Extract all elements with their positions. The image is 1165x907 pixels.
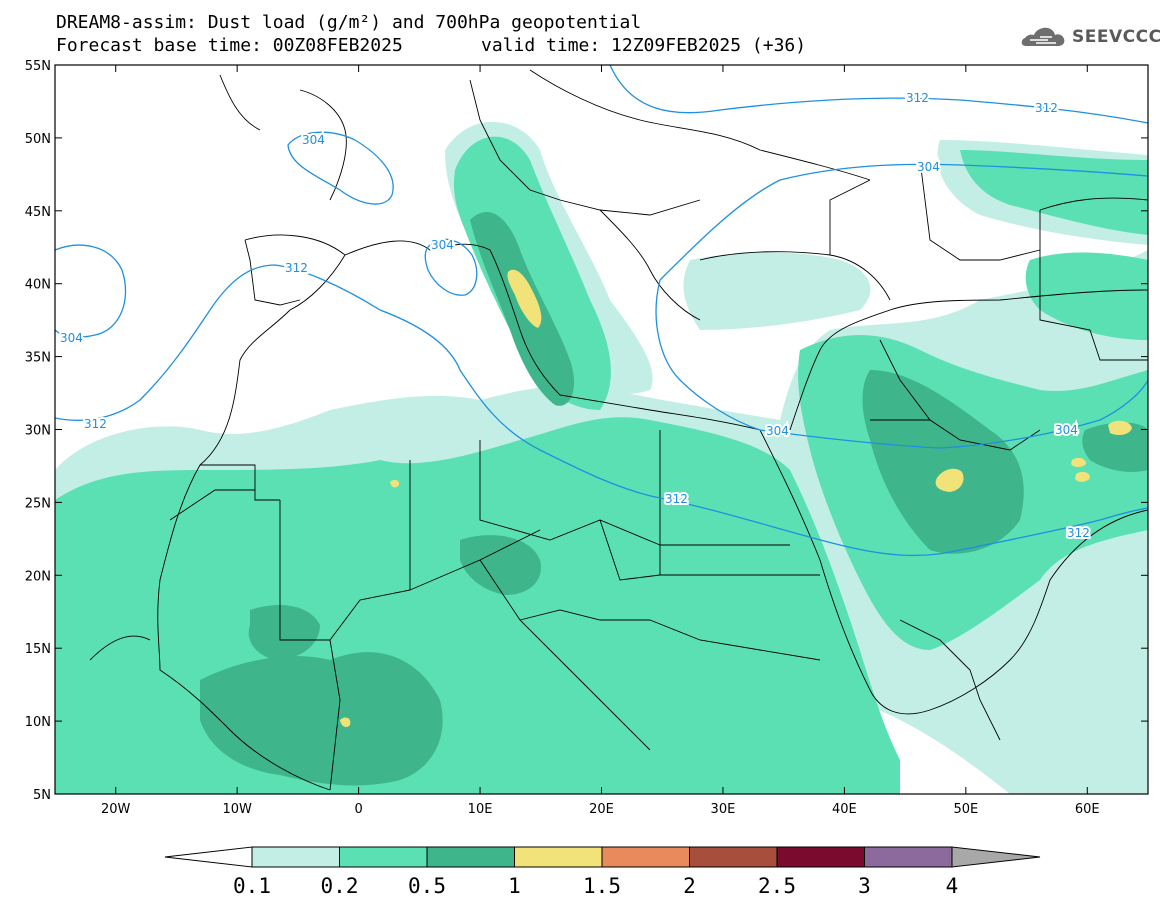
contour-label: 304 (766, 424, 789, 438)
valid-time: valid time: 12Z09FEB2025 (+36) (481, 35, 807, 56)
contour-304-east (655, 279, 1148, 449)
colorbar-segment (864, 846, 953, 868)
contour-label: 312 (665, 492, 688, 506)
lon-tick-label: 20E (589, 802, 614, 817)
lon-tick-label: 20W (101, 802, 131, 817)
longitude-axis: 20W 10W 0 10E 20E 30E 40E 50E 60E (101, 65, 1100, 817)
lat-tick-label: 5N (33, 788, 51, 803)
latitude-axis: 5N 10N 15N 20N 25N 30N 35N 40N 45N 50N 55N (25, 59, 1148, 803)
colorbar-label: 3 (858, 874, 871, 898)
colorbar-segment (426, 846, 515, 868)
colorbar-segment (339, 846, 428, 868)
lon-tick-label: 50E (953, 802, 978, 817)
contour-312-west (55, 264, 1148, 557)
lat-tick-label: 40N (25, 278, 51, 293)
country-borders (89, 69, 1148, 791)
contour-label: 304 (60, 331, 83, 345)
contour-label: 304 (302, 133, 325, 147)
lon-tick-label: 10E (468, 802, 493, 817)
cloud-icon (1021, 27, 1065, 46)
lon-tick-label: 10W (222, 802, 252, 817)
lat-tick-label: 15N (25, 642, 51, 657)
colorbar-over-arrow (951, 846, 1041, 868)
lat-tick-label: 50N (25, 132, 51, 147)
colorbar-under-arrow (164, 846, 253, 868)
contour-304-biscay (287, 131, 394, 205)
colorbar-label: 4 (946, 874, 959, 898)
contour-label: 312 (1067, 526, 1090, 540)
lat-tick-label: 25N (25, 496, 51, 511)
forecast-base-time: Forecast base time: 00Z08FEB2025 (56, 35, 403, 56)
map-title: DREAM8-assim: Dust load (g/m²) and 700hP… (56, 12, 642, 33)
contour-label: 312 (285, 261, 308, 275)
colorbar-label: 2.5 (758, 874, 796, 898)
colorbar-label: 0.2 (321, 874, 359, 898)
lat-tick-label: 10N (25, 715, 51, 730)
colorbar-segment (776, 846, 865, 868)
contour-labels: 312 312 304 304 312 304 312 312 304 312 … (58, 89, 1092, 542)
colorbar-label: 0.5 (408, 874, 446, 898)
colorbar-segment (251, 846, 340, 868)
colorbar-label: 1.5 (583, 874, 621, 898)
colorbar: 0.1 0.2 0.5 1 1.5 2 2.5 3 4 (164, 846, 1041, 898)
colorbar-segment (689, 846, 778, 868)
contour-label: 312 (84, 417, 107, 431)
contour-304-tyrrhenian (424, 238, 478, 296)
lon-tick-label: 0 (354, 802, 362, 817)
contour-label: 304 (917, 160, 940, 174)
contour-304-north (659, 163, 1148, 281)
lon-tick-label: 30E (711, 802, 736, 817)
lat-tick-label: 35N (25, 351, 51, 366)
colorbar-segment (514, 846, 603, 868)
contour-label: 312 (1035, 101, 1058, 115)
logo-text: SEEVCCC (1072, 27, 1162, 47)
contour-label: 312 (906, 91, 929, 105)
lon-tick-label: 60E (1075, 802, 1100, 817)
lat-tick-label: 55N (25, 59, 51, 74)
lon-tick-label: 40E (832, 802, 857, 817)
dust-shading (55, 121, 1148, 794)
colorbar-segment (601, 846, 690, 868)
colorbar-label: 0.1 (233, 874, 271, 898)
contour-304-atlantic (55, 244, 127, 338)
colorbar-label: 1 (508, 874, 521, 898)
contour-312-north (609, 65, 1148, 124)
contour-label: 304 (431, 238, 454, 252)
seevccc-logo: SEEVCCC (1018, 26, 1162, 48)
lat-tick-label: 30N (25, 424, 51, 439)
lat-tick-label: 45N (25, 205, 51, 220)
contour-label: 304 (1055, 423, 1078, 437)
colorbar-label: 2 (683, 874, 696, 898)
lat-tick-label: 20N (25, 569, 51, 584)
geopotential-contours (55, 65, 1148, 557)
